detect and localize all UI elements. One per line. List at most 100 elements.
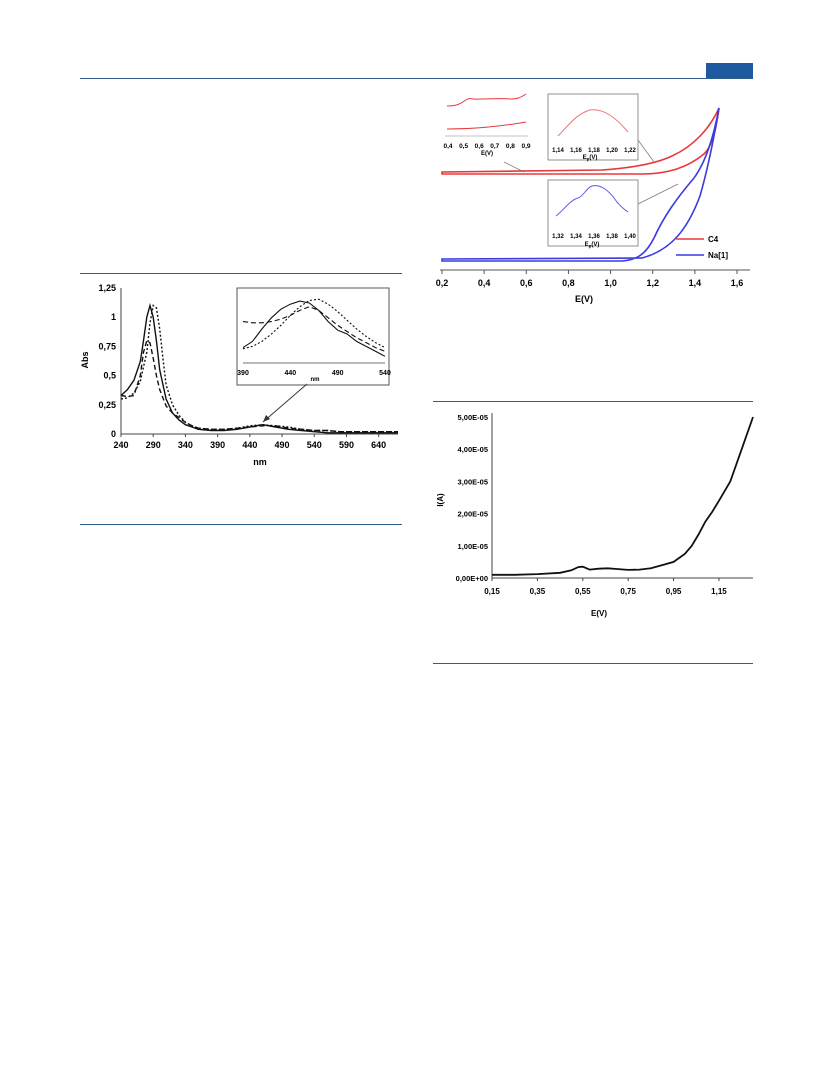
cv-inset-mid-top-x-tick-label: 1,18 <box>588 148 600 154</box>
cv-x-tick-label: 0,4 <box>478 278 491 288</box>
uv-vis-series-solid <box>120 302 398 434</box>
uv-vis-x-tick-label: 490 <box>275 440 290 450</box>
iv-x-tick-label: 0,75 <box>620 587 636 596</box>
cv-x-tick-label: 1,6 <box>731 278 744 288</box>
uv-vis-x-tick-label: 640 <box>371 440 386 450</box>
iv-x-tick-label: 0,15 <box>484 587 500 596</box>
iv-x-ticks: 0,15 0,35 0,55 0,75 0,95 1,15 <box>484 578 727 596</box>
iv-y-tick-label: 4,00E-05 <box>458 445 488 454</box>
cv-inset-mid-top-leader <box>637 139 655 163</box>
cv-inset-left-x-tick-label: 0,4 <box>443 143 452 150</box>
uv-vis-y-tick-label: 0,25 <box>98 400 116 410</box>
cv-x-ticks: 0,2 0,4 0,6 0,8 1,0 1,2 1,4 1,6 <box>436 270 744 288</box>
cv-inset-left-x-tick-label: 0,5 <box>459 143 468 150</box>
uv-vis-inset-series-solid <box>242 300 386 357</box>
cv-legend-c4-label: C4 <box>708 235 719 244</box>
uv-vis-x-tick-label: 440 <box>242 440 257 450</box>
cv-inset-mid-bottom-x-tick-label: 1,34 <box>570 234 582 240</box>
cv-x-tick-label: 1,4 <box>689 278 702 288</box>
uv-vis-inset-frame <box>236 287 390 386</box>
cv-inset-mid-top-xlabel: Ep(V) <box>583 155 598 162</box>
cv-inset-mid-top-x-ticks: 1,14 1,16 1,18 1,20 1,22 <box>552 148 636 154</box>
uv-vis-y-tick-label: 0,5 <box>103 371 116 381</box>
uv-vis-inset-x-tick-label: 390 <box>237 370 249 377</box>
cv-inset-mid-top-x-tick-label: 1,16 <box>570 148 582 154</box>
uv-vis-x-tick-label: 240 <box>113 440 128 450</box>
iv-series-line <box>492 416 754 576</box>
uv-vis-inset-xlabel: nm <box>311 377 320 383</box>
header-accent-tab <box>706 63 753 78</box>
uv-vis-inset-x-tick-label: 440 <box>284 370 296 377</box>
uv-vis-ylabel: Abs <box>80 351 90 368</box>
cv-inset-left-x-tick-label: 0,8 <box>506 143 515 150</box>
iv-x-tick-label: 1,15 <box>711 587 727 596</box>
uv-vis-x-tick-label: 590 <box>339 440 354 450</box>
uv-vis-series <box>120 302 398 434</box>
cv-legend: C4 Na[1] <box>676 235 728 260</box>
uv-vis-series-dotted <box>120 304 398 433</box>
uv-vis-y-tick-label: 1,25 <box>98 283 116 293</box>
cv-inset-left-x-tick-label: 0,6 <box>475 143 484 150</box>
uv-vis-inset-x-ticks: 390 440 490 540 <box>237 370 391 377</box>
cyclic-voltammetry-chart: 0,2 0,4 0,6 0,8 1,0 1,2 1,4 1,6 E(V) 0,4 0,5 0,6 0… <box>436 93 750 304</box>
cv-inset-left-x-ticks: 0,4 0,5 0,6 0,7 0,8 0,9 <box>443 143 530 150</box>
cv-x-tick-label: 1,2 <box>646 278 659 288</box>
uv-vis-y-ticks: 0 0,25 0,5 0,75 1 1,25 <box>98 283 116 439</box>
iv-y-tick-label: 3,00E-05 <box>458 477 488 486</box>
figure-1-top-rule <box>80 273 402 274</box>
cv-x-tick-label: 0,6 <box>520 278 533 288</box>
iv-x-tick-label: 0,55 <box>575 587 591 596</box>
iv-ylabel: I(A) <box>436 493 445 507</box>
cv-inset-left-x-tick-label: 0,9 <box>521 143 530 150</box>
iv-y-ticks: 0,00E+00 1,00E-05 2,00E-05 3,00E-05 4,00E-05… <box>456 413 488 583</box>
uv-vis-inset-series <box>242 298 386 357</box>
cv-inset-mid-bottom-x-ticks: 1,32 1,34 1,36 1,38 1,40 <box>552 234 636 240</box>
iv-y-tick-label: 1,00E-05 <box>458 542 488 551</box>
uv-vis-y-tick-label: 0 <box>111 429 116 439</box>
cv-x-tick-label: 0,2 <box>436 278 449 288</box>
cv-x-tick-label: 0,8 <box>562 278 575 288</box>
iv-y-tick-label: 0,00E+00 <box>456 574 488 583</box>
cv-inset-mid-bottom-xlabel: Ep(V) <box>585 242 600 249</box>
cv-legend-na1-label: Na[1] <box>708 251 728 260</box>
figure-1-bottom-rule <box>80 524 402 525</box>
cv-inset-mid-bottom-x-tick-label: 1,40 <box>624 234 636 240</box>
cv-inset-mid-top-x-tick-label: 1,14 <box>552 148 564 154</box>
cv-inset-mid-bottom-leader <box>637 183 679 205</box>
uv-vis-inset-arrow <box>262 383 308 423</box>
uv-vis-x-tick-label: 290 <box>146 440 161 450</box>
iv-series <box>492 416 754 576</box>
cv-inset-mid-bottom-curve <box>555 185 629 217</box>
current-voltage-chart: I(A) 0,00E+00 1,00E-05 2,00E-05 3,00E-05 4,0… <box>436 413 754 618</box>
cv-inset-left-upper-curve <box>446 93 527 107</box>
cv-inset-mid-bottom-x-tick-label: 1,36 <box>588 234 600 240</box>
cv-series-na1 <box>441 107 720 262</box>
uv-vis-x-ticks: 240 290 340 390 440 490 540 590 640 <box>113 434 386 450</box>
uv-vis-xlabel: nm <box>253 457 267 467</box>
cv-inset-mid-bottom-frame <box>547 179 639 247</box>
cv-inset-left-x-tick-label: 0,7 <box>490 143 499 150</box>
uv-vis-chart: Abs 0 0,25 0,5 0,75 1 1,25 240 290 340 390 440 490… <box>80 283 398 467</box>
uv-vis-y-tick-label: 0,75 <box>98 341 116 351</box>
iv-x-tick-label: 0,35 <box>530 587 546 596</box>
uv-vis-inset-x-tick-label: 540 <box>379 370 391 377</box>
cv-inset-left-xlabel: E(V) <box>481 151 493 157</box>
figure-3-top-rule <box>433 401 753 402</box>
header-rule <box>80 78 753 79</box>
uv-vis-x-tick-label: 540 <box>307 440 322 450</box>
cv-x-tick-label: 1,0 <box>604 278 617 288</box>
iv-xlabel: E(V) <box>591 609 607 618</box>
uv-vis-x-tick-label: 390 <box>210 440 225 450</box>
uv-vis-y-axis-label: Abs <box>80 351 90 368</box>
cv-inset-left-lower-curve <box>446 121 527 130</box>
iv-y-tick-label: 2,00E-05 <box>458 510 488 519</box>
figure-3-bottom-rule <box>433 663 753 664</box>
iv-x-tick-label: 0,95 <box>666 587 682 596</box>
cv-inset-mid-top-x-tick-label: 1,20 <box>606 148 618 154</box>
cv-inset-mid-bottom-x-tick-label: 1,38 <box>606 234 618 240</box>
cv-inset-mid-top-x-tick-label: 1,22 <box>624 148 636 154</box>
cv-inset-mid-bottom-x-tick-label: 1,32 <box>552 234 564 240</box>
uv-vis-y-tick-label: 1 <box>111 312 116 322</box>
uv-vis-inset-series-dashed <box>242 306 386 352</box>
cv-xlabel: E(V) <box>575 294 593 304</box>
